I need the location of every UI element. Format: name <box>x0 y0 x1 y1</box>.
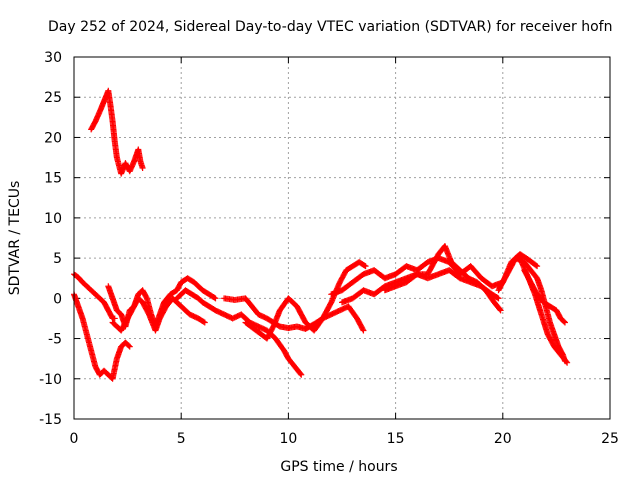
data-point <box>212 295 219 302</box>
data-point <box>111 315 118 322</box>
x-tick-label: 0 <box>70 431 79 447</box>
x-tick-label: 10 <box>279 431 297 447</box>
series-arc-2 <box>71 271 118 322</box>
series-arc-1 <box>88 87 146 177</box>
series-arc-11 <box>381 267 502 302</box>
data-layer <box>71 87 571 382</box>
data-point <box>201 319 208 326</box>
chart-title: Day 252 of 2024, Sidereal Day-to-day VTE… <box>48 19 612 35</box>
x-tick-label: 20 <box>494 431 512 447</box>
data-point <box>126 343 133 350</box>
series-arc-5 <box>109 295 208 334</box>
grid-layer <box>74 57 610 419</box>
series-arc-3 <box>71 291 133 382</box>
data-point <box>564 359 571 366</box>
label-layer: 0 5 10 15 20 25 -15 -10 -5 0 5 10 15 20 25 30 <box>39 50 619 447</box>
series-arc-7 <box>221 295 367 334</box>
data-point <box>361 262 368 269</box>
data-point <box>561 319 568 326</box>
data-point <box>497 307 504 314</box>
x-tick-label: 25 <box>601 431 619 447</box>
y-tick-label: -5 <box>48 332 62 348</box>
data-point <box>298 371 305 378</box>
y-tick-label: 0 <box>53 291 62 307</box>
series-arc-6 <box>173 287 305 378</box>
data-point <box>211 294 218 301</box>
data-point <box>496 306 503 313</box>
y-tick-label: 10 <box>44 211 62 227</box>
data-point <box>495 295 502 302</box>
y-tick-label: -10 <box>39 372 62 388</box>
x-axis-label: GPS time / hours <box>280 459 397 475</box>
data-point <box>359 326 366 333</box>
data-point <box>139 165 146 172</box>
y-tick-label: 30 <box>44 50 62 66</box>
x-tick-label: 15 <box>387 431 405 447</box>
plot-frame <box>73 56 611 420</box>
data-point <box>125 342 132 349</box>
y-axis-label: SDTVAR / TECUs <box>7 181 23 296</box>
data-point <box>561 318 568 325</box>
y-tick-label: -15 <box>39 412 62 428</box>
y-tick-label: 20 <box>44 130 62 146</box>
y-tick-label: 15 <box>44 171 62 187</box>
data-point <box>533 262 540 269</box>
data-point <box>360 327 367 334</box>
tick-layer <box>73 56 611 420</box>
series-arc-8 <box>242 259 369 342</box>
data-point <box>494 294 501 301</box>
x-tick-label: 5 <box>177 431 186 447</box>
data-point <box>534 263 541 270</box>
data-point <box>563 358 570 365</box>
y-tick-label: 5 <box>53 251 62 267</box>
data-point <box>297 370 304 377</box>
data-point <box>362 263 369 270</box>
data-point <box>200 318 207 325</box>
y-tick-label: 25 <box>44 90 62 106</box>
series-arc-14 <box>516 255 571 366</box>
